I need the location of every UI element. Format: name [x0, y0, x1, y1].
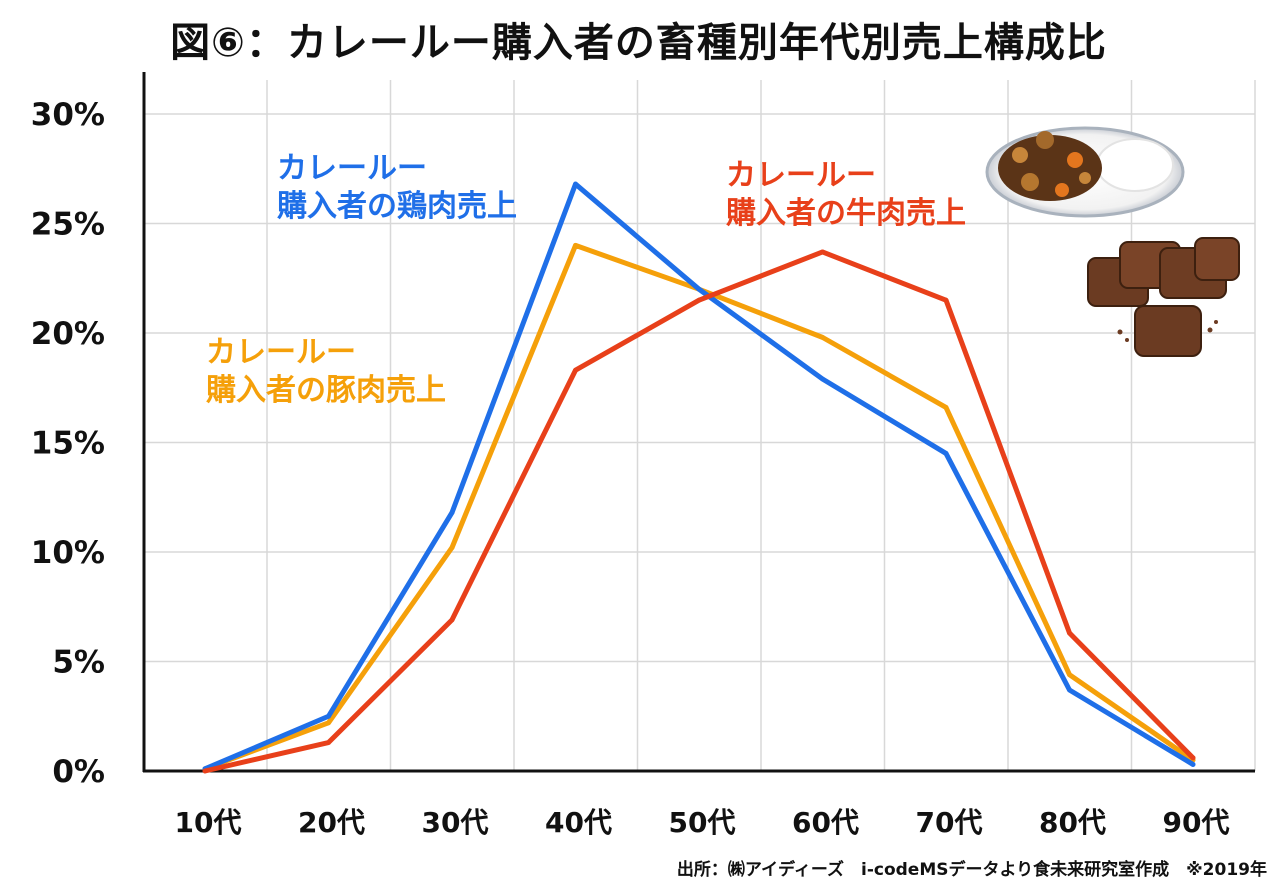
y-tick-label: 0%: [52, 754, 105, 790]
data-point-chicken: [943, 451, 949, 456]
y-tick-label: 15%: [31, 426, 105, 462]
annotation-line: 購入者の牛肉売上: [726, 196, 966, 231]
y-tick-label: 30%: [31, 97, 105, 133]
annotation-line: 購入者の豚肉売上: [206, 373, 446, 408]
series-line-chicken: [202, 181, 1196, 772]
series-lines: [202, 181, 1196, 774]
x-tick-label: 60代: [792, 806, 859, 839]
annotation-line: カレールー: [277, 151, 427, 186]
data-point-beef: [1190, 755, 1196, 761]
x-tick-label: 80代: [1039, 806, 1106, 839]
chart-title: 図⑥：カレールー購入者の畜種別年代別売上構成比: [170, 20, 1107, 66]
data-point-pork: [449, 545, 455, 551]
data-point-beef: [202, 768, 208, 774]
x-tick-label: 20代: [298, 806, 365, 839]
data-point-chicken: [820, 376, 825, 382]
x-tick-label: 10代: [175, 806, 242, 839]
data-point-pork: [326, 720, 331, 726]
data-point-beef: [820, 249, 825, 255]
x-tick-label: 70代: [916, 806, 983, 839]
data-point-chicken: [1067, 687, 1072, 693]
data-point-beef: [326, 740, 331, 745]
data-point-beef: [573, 367, 578, 373]
y-tick-label: 10%: [31, 535, 105, 571]
data-point-chicken: [326, 713, 331, 719]
y-tick-label: 20%: [31, 316, 105, 352]
x-tick-label: 30代: [422, 806, 489, 839]
data-point-chicken: [449, 510, 455, 515]
curry-roux-cubes-icon: [1087, 237, 1240, 357]
data-point-pork: [1067, 672, 1072, 678]
annotation-line: カレールー: [206, 335, 356, 370]
x-tick-label: 50代: [669, 806, 736, 839]
data-point-chicken: [696, 286, 702, 292]
data-point-chicken: [1190, 762, 1196, 767]
annotation-line: カレールー: [726, 158, 876, 193]
gridlines: [144, 80, 1256, 771]
axes: [142, 72, 1255, 773]
curry-plate-icon: [985, 126, 1185, 218]
source-note: 出所：㈱アイディーズ i-codeMSデータより食未来研究室作成 ※2019年: [676, 860, 1267, 880]
data-point-beef: [1067, 630, 1072, 636]
series-line-pork: [202, 242, 1196, 772]
data-point-beef: [943, 297, 949, 303]
data-point-beef: [449, 617, 455, 623]
data-point-beef: [696, 297, 702, 303]
y-tick-label: 5%: [52, 645, 105, 681]
data-point-pork: [943, 405, 949, 410]
x-tick-label: 40代: [545, 806, 612, 839]
data-point-pork: [573, 243, 578, 248]
data-point-pork: [820, 334, 825, 340]
tick-labels: 0% 5% 10% 15% 20% 25% 30% 10代 20代 30代 40代 50代 60代 70代…: [31, 97, 1230, 839]
series-line-beef: [202, 249, 1196, 774]
data-point-chicken: [573, 181, 578, 187]
x-tick-label: 90代: [1163, 806, 1230, 839]
y-tick-label: 25%: [31, 207, 105, 243]
annotation-line: 購入者の鶏肉売上: [277, 189, 517, 224]
